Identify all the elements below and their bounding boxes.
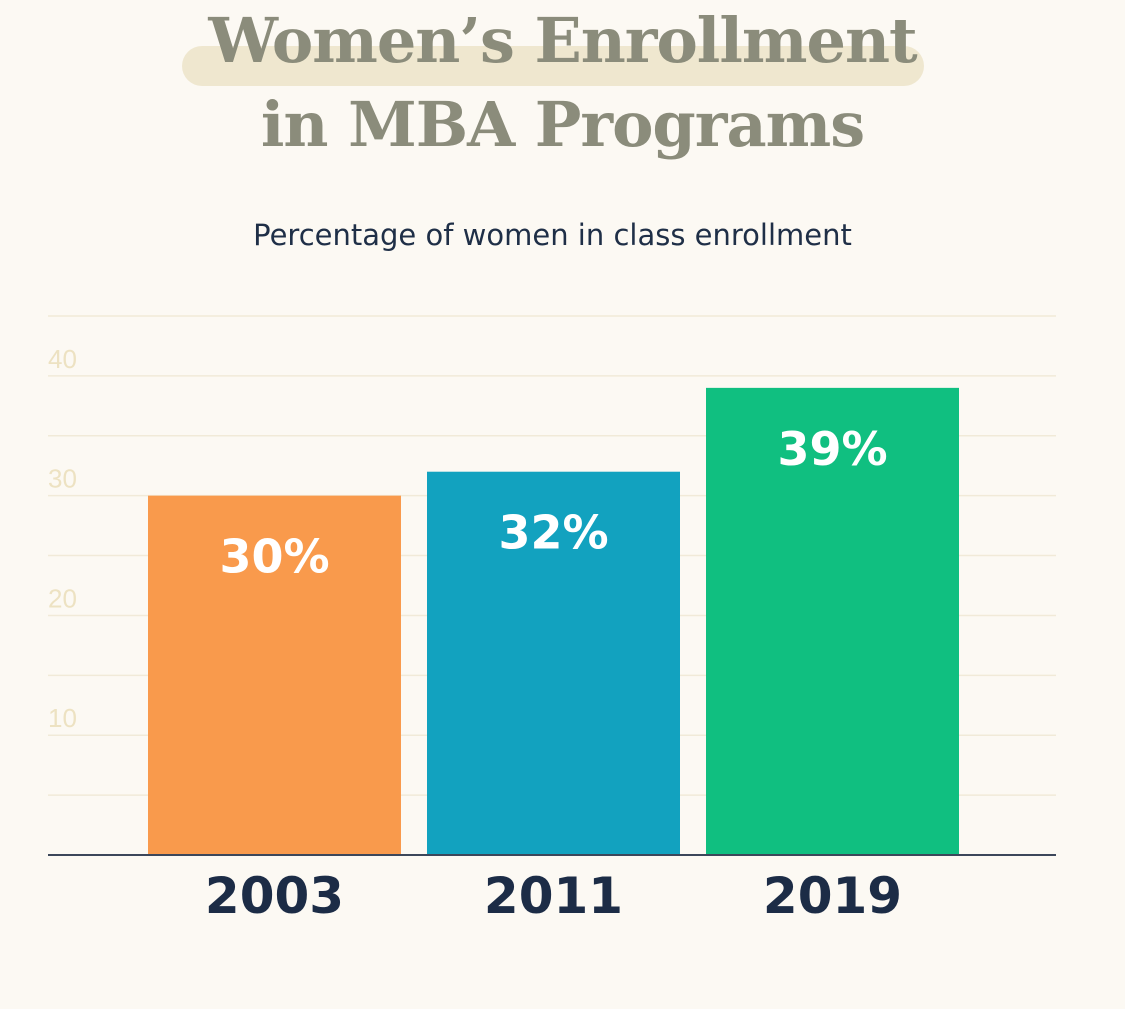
chart-title-line1: Women’s Enrollment xyxy=(208,4,917,77)
y-tick-label: 10 xyxy=(48,703,77,733)
bar-2019 xyxy=(706,387,959,855)
title-highlight xyxy=(182,46,924,86)
x-axis-categories: 2003 2011 2019 xyxy=(205,867,902,925)
y-axis-ticks: 10 20 30 40 xyxy=(48,344,77,733)
x-category-label: 2011 xyxy=(484,867,623,925)
bar-value-label: 30% xyxy=(219,530,329,584)
y-tick-label: 40 xyxy=(48,344,77,374)
x-category-label: 2019 xyxy=(763,867,902,925)
chart-title-line2: in MBA Programs xyxy=(260,88,865,161)
x-category-label: 2003 xyxy=(205,867,344,925)
bar-value-label: 39% xyxy=(777,422,887,476)
chart-subtitle: Percentage of women in class enrollment xyxy=(253,218,852,252)
bars: 30% 32% 39% xyxy=(148,387,959,855)
y-tick-label: 20 xyxy=(48,583,77,613)
y-tick-label: 30 xyxy=(48,464,77,494)
bar-value-label: 32% xyxy=(498,506,608,560)
bar-2003 xyxy=(148,495,401,855)
bar-2011 xyxy=(427,471,680,855)
